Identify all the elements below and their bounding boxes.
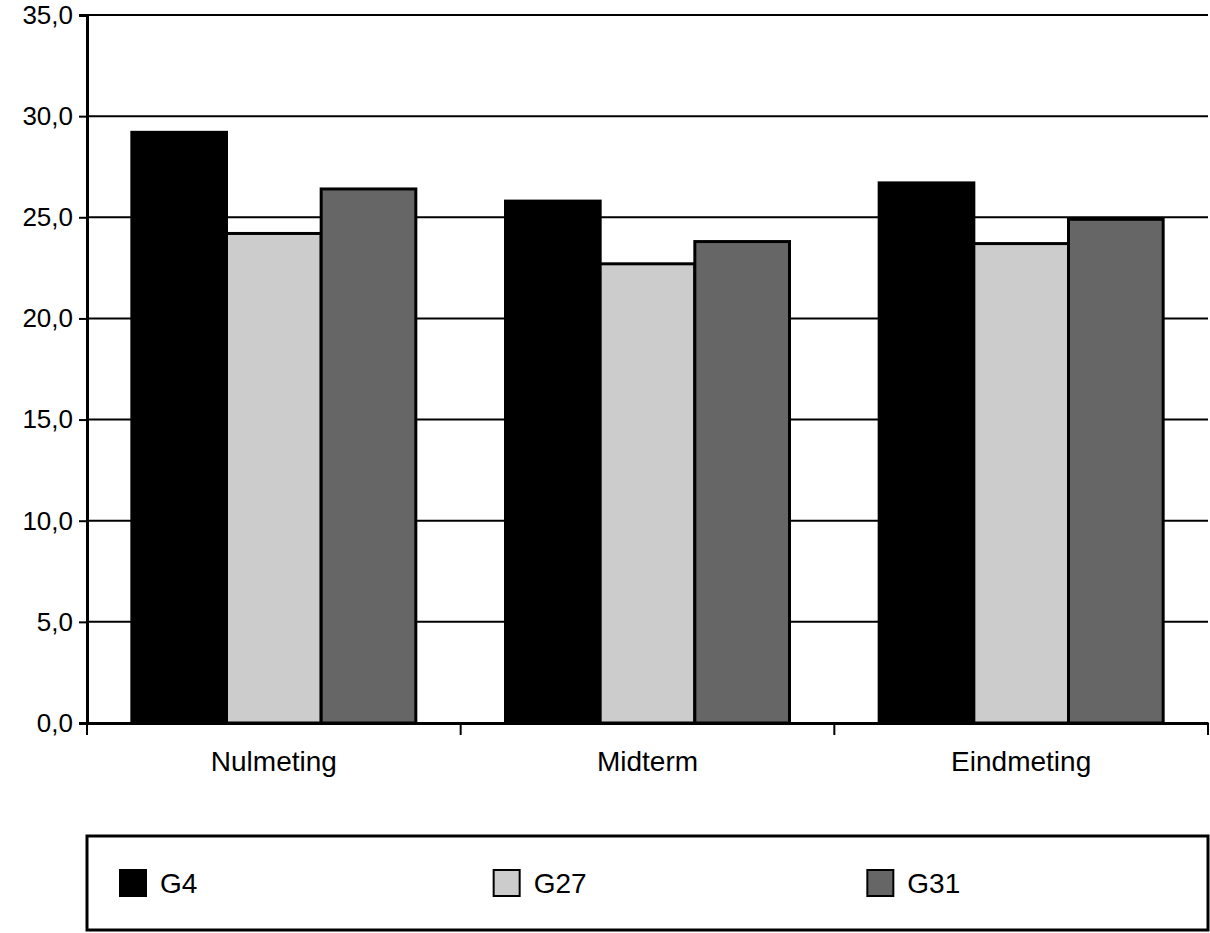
bar xyxy=(1068,219,1163,723)
legend-label: G4 xyxy=(160,868,197,899)
grid-line xyxy=(87,216,1208,218)
y-tick-mark xyxy=(79,621,87,623)
y-tick-mark xyxy=(79,419,87,421)
bar xyxy=(227,233,322,723)
y-tick-mark xyxy=(79,318,87,320)
bar xyxy=(132,132,227,723)
legend-swatch xyxy=(867,870,893,896)
legend-swatch xyxy=(494,870,520,896)
x-tick-label: Nulmeting xyxy=(211,746,337,777)
x-tick: Midterm xyxy=(597,723,698,777)
x-separator xyxy=(86,723,88,735)
y-tick-label: 10,0 xyxy=(22,506,73,536)
y-tick-label: 25,0 xyxy=(22,202,73,232)
grid xyxy=(87,15,1208,723)
y-tick: 0,0 xyxy=(37,708,87,738)
y-tick: 10,0 xyxy=(22,506,87,536)
y-tick: 5,0 xyxy=(37,607,87,637)
bar xyxy=(695,242,790,723)
y-tick-label: 30,0 xyxy=(22,101,73,131)
y-tick-label: 0,0 xyxy=(37,708,73,738)
legend-label: G31 xyxy=(907,868,960,899)
y-tick-mark xyxy=(79,217,87,219)
x-separator xyxy=(1207,723,1209,735)
y-tick-label: 15,0 xyxy=(22,404,73,434)
x-axis: Nulmeting Midterm Eindmeting xyxy=(88,723,1209,777)
y-tick-mark xyxy=(79,116,87,118)
x-separator xyxy=(460,723,462,735)
bar xyxy=(506,201,601,723)
grid-line xyxy=(87,115,1208,117)
legend: G4 G27 G31 xyxy=(87,836,1208,930)
y-tick-mark xyxy=(79,723,87,725)
y-tick: 20,0 xyxy=(22,303,87,333)
x-separator xyxy=(833,723,835,735)
legend-label: G27 xyxy=(534,868,587,899)
x-tick: Nulmeting xyxy=(211,723,337,777)
chart: 0,0 5,0 10,0 15,0 20,0 25,0 30,0 35,0 Nulmeting M… xyxy=(0,0,1210,933)
y-tick: 35,0 xyxy=(22,0,87,30)
bar xyxy=(600,264,695,723)
x-tick: Eindmeting xyxy=(951,723,1091,777)
y-tick: 30,0 xyxy=(22,101,87,131)
y-tick-mark xyxy=(79,15,87,17)
grid-line xyxy=(87,14,1208,16)
y-tick: 15,0 xyxy=(22,404,87,434)
bar xyxy=(974,244,1069,723)
bar xyxy=(879,183,974,723)
y-tick-label: 35,0 xyxy=(22,0,73,30)
grid-line xyxy=(87,722,1208,724)
y-tick-label: 5,0 xyxy=(37,607,73,637)
legend-box xyxy=(87,836,1208,930)
y-axis-line xyxy=(79,16,88,724)
x-tick-label: Eindmeting xyxy=(951,746,1091,777)
bar xyxy=(321,189,416,723)
y-axis: 0,0 5,0 10,0 15,0 20,0 25,0 30,0 35,0 xyxy=(22,0,87,738)
y-tick-mark xyxy=(79,520,87,522)
bars xyxy=(132,132,1163,723)
legend-swatch xyxy=(120,870,146,896)
x-separators xyxy=(87,723,1208,735)
x-tick-label: Midterm xyxy=(597,746,698,777)
y-tick-label: 20,0 xyxy=(22,303,73,333)
x-axis-line xyxy=(88,722,1209,725)
y-tick: 25,0 xyxy=(22,202,87,232)
